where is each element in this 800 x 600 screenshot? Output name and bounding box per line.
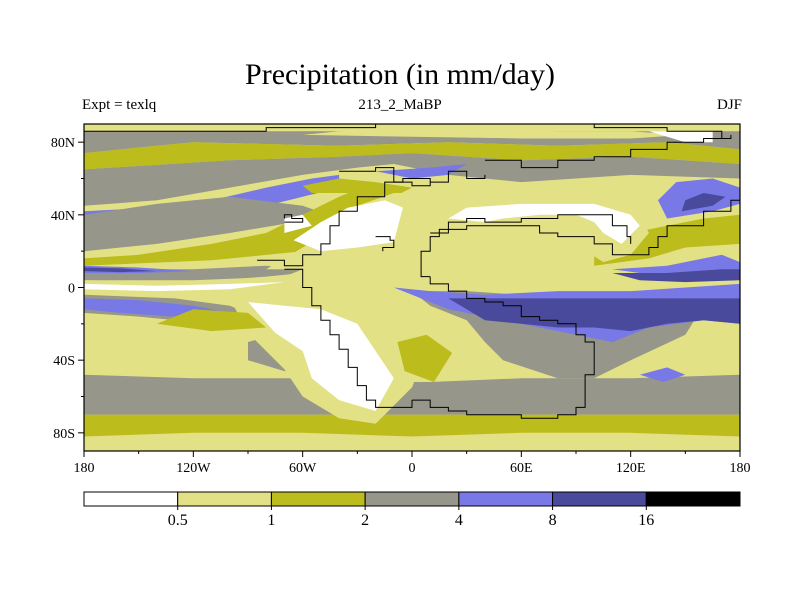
coastline-9 [484,134,732,169]
legend-label-0: 0.5 [168,512,188,529]
precip-region-13 [84,265,194,273]
precip-region-27 [639,367,686,382]
precip-region-21 [84,414,740,437]
y-tick-label-4: 80S [53,427,75,442]
precip-region-4 [84,153,740,206]
precip-region-24 [612,254,740,273]
legend-label-5: 16 [638,512,654,529]
legend-swatch-4 [458,491,554,507]
x-tick-label-0: 180 [74,461,95,476]
coastline-3 [284,268,413,408]
precip-region-16 [84,282,285,292]
precip-region-29 [229,298,431,424]
precip-region-15 [84,273,321,295]
precip-region-30 [248,302,394,411]
coastline-layer [84,124,740,419]
legend-swatch-3 [364,491,460,507]
y-tick-label-2: 0 [68,282,75,297]
precip-region-28 [248,327,376,375]
chart-title: Precipitation (in mm/day) [245,58,555,91]
precip-region-37 [302,178,376,193]
axis-layer: 180 120W 60W 0 60E 120E 180 80N 40N 0 40S 80S [51,136,751,476]
precip-region-34 [284,214,312,233]
precip-region-14 [84,267,157,273]
x-tick-label-6: 180 [730,461,751,476]
coastline-8 [375,236,395,252]
legend-label-3: 4 [455,512,463,529]
coastline-5 [420,196,740,278]
precip-region-12 [84,265,303,281]
legend-label-4: 8 [549,512,557,529]
period-label: 213_2_MaBP [358,97,442,113]
x-tick-label-4: 60E [510,461,533,476]
legend-swatch-5 [552,491,647,507]
precip-region-10 [84,182,412,266]
precip-region-3 [84,142,740,170]
legend-label-2: 2 [361,512,369,529]
x-tick-label-1: 120W [176,461,211,476]
precip-region-32 [266,189,649,270]
precip-region-35 [430,203,640,244]
precip-region-19 [84,374,740,415]
color-legend: 0.5 1 2 4 8 16 [83,491,741,529]
legend-swatch-1 [177,491,272,507]
y-tick-label-3: 40S [53,354,75,369]
legend-label-1: 1 [267,512,275,529]
legend-swatch-6 [645,491,741,507]
experiment-label: Expt = texlq [82,97,157,113]
precip-region-20 [84,432,740,451]
precip-region-18 [84,298,230,317]
y-tick-label-1: 40N [51,209,75,224]
coastline-6 [430,214,632,244]
coastline-1 [339,167,486,187]
plot-frame [83,123,741,452]
coastline-4 [412,276,595,419]
season-label: DJF [716,97,742,113]
precip-region-7 [681,193,726,212]
precip-region-8 [375,164,467,179]
precip-region-0 [84,131,740,154]
precip-region-33 [293,200,403,252]
x-tick-label-5: 120E [616,461,646,476]
precip-region-36 [156,309,267,332]
precip-region-31 [397,334,453,382]
precip-region-9 [84,196,340,252]
y-tick-label-0: 80N [51,136,75,151]
precip-region-26 [612,269,740,283]
precip-region-6 [658,178,740,219]
x-tick-label-2: 60W [289,461,317,476]
precip-region-25 [448,298,740,332]
contour-fill-layer [84,124,740,451]
precip-region-1 [302,127,686,139]
precip-region-5 [84,174,340,223]
legend-swatch-2 [270,491,366,507]
coastline-2 [257,178,431,267]
coastline-7 [283,214,304,223]
precip-region-22 [412,291,704,379]
x-tick-label-3: 0 [409,461,416,476]
legend-swatch-0 [83,491,179,507]
map-background [84,124,740,451]
precip-region-2 [648,131,713,143]
precip-region-23 [393,283,740,342]
precip-region-17 [84,294,267,324]
precip-region-11 [594,214,740,266]
coastline-0 [84,124,723,139]
